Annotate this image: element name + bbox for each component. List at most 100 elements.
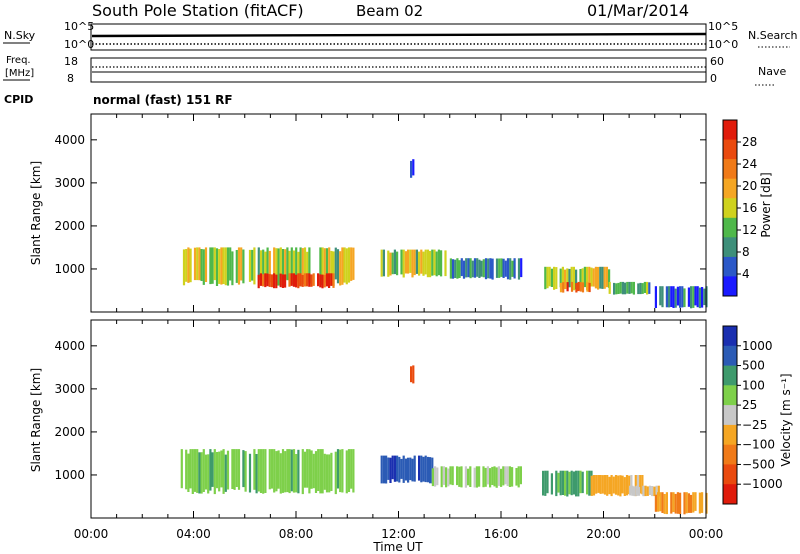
echo-cell xyxy=(270,274,273,288)
x-tick-label: 04:00 xyxy=(176,527,211,541)
echo-cell xyxy=(475,466,478,488)
echo-cell xyxy=(599,266,602,289)
echo-cell xyxy=(400,458,403,479)
echo-cell xyxy=(180,449,183,489)
echo-cell xyxy=(402,455,405,483)
echo-cell xyxy=(698,287,701,309)
echo-cell xyxy=(391,455,394,480)
echo-cell xyxy=(306,449,309,488)
echo-cell xyxy=(431,468,434,487)
echo-cell xyxy=(268,449,271,490)
echo-cell xyxy=(426,249,429,278)
colorbar-swatch xyxy=(723,217,737,238)
echo-cell xyxy=(409,457,412,481)
echo-cell xyxy=(599,475,602,494)
echo-cell xyxy=(213,449,216,495)
echo-cell xyxy=(480,260,483,277)
echo-cell xyxy=(659,492,662,512)
echo-cell xyxy=(273,449,276,493)
echo-cell xyxy=(471,260,474,278)
echo-cell xyxy=(628,475,631,495)
echo-cell xyxy=(579,470,582,494)
colorbar-swatch xyxy=(723,276,737,297)
echo-cell xyxy=(630,475,633,494)
echo-cell xyxy=(683,288,686,308)
echo-cell xyxy=(575,470,578,497)
echo-cell xyxy=(454,259,457,278)
echo-cell xyxy=(612,476,615,494)
echo-cell xyxy=(218,451,221,492)
echo-cell xyxy=(646,486,649,496)
echo-cell xyxy=(257,247,260,281)
echo-cell xyxy=(396,455,399,482)
echo-cell xyxy=(352,247,355,280)
echo-cell xyxy=(332,251,335,286)
echo-cell xyxy=(482,259,485,278)
echo-cell xyxy=(352,449,355,493)
echo-cell xyxy=(648,282,651,294)
echo-cell xyxy=(345,248,348,285)
echo-cell xyxy=(308,449,311,494)
echo-cell xyxy=(460,258,463,277)
echo-cell xyxy=(561,266,564,290)
echo-cell xyxy=(253,449,256,490)
echo-cell xyxy=(196,247,199,281)
echo-cell xyxy=(400,249,403,275)
echo-cell xyxy=(478,259,481,278)
echo-cell xyxy=(436,467,439,486)
echo-cell xyxy=(619,281,622,294)
echo-cell xyxy=(615,283,618,295)
echo-cell xyxy=(323,274,326,288)
echo-cell xyxy=(185,449,188,490)
echo-cell xyxy=(603,475,607,495)
echo-cell xyxy=(637,487,641,496)
echo-region xyxy=(431,466,522,488)
echo-cell xyxy=(211,452,214,487)
echo-cell xyxy=(633,486,636,497)
echo-cell xyxy=(557,472,560,493)
echo-cell xyxy=(420,455,423,483)
echo-cell xyxy=(185,249,188,282)
echo-cell xyxy=(635,485,638,496)
x-tick-label: 12:00 xyxy=(381,527,416,541)
x-tick-label: 00:00 xyxy=(74,527,109,541)
figure-title: South Pole Station (fitACF) xyxy=(92,1,304,20)
echo-cell xyxy=(341,247,344,285)
echo-cell xyxy=(262,274,265,287)
echo-cell xyxy=(290,247,293,285)
echo-cell xyxy=(229,247,232,281)
echo-region xyxy=(559,281,591,293)
velocity-echo-layer xyxy=(180,365,708,515)
echo-cell xyxy=(317,449,320,491)
echo-cell xyxy=(642,485,645,497)
echo-cell xyxy=(418,251,421,276)
echo-cell xyxy=(288,273,291,287)
echo-cell xyxy=(511,260,514,277)
echo-cell xyxy=(486,466,489,485)
echo-cell xyxy=(566,282,569,292)
echo-cell xyxy=(566,470,569,497)
echo-cell xyxy=(389,457,392,483)
echo-cell xyxy=(676,286,679,306)
power-colorbar: 4 8 12 16 20 24 28 xyxy=(722,119,757,297)
echo-cell xyxy=(544,470,547,496)
echo-cell xyxy=(413,249,416,276)
echo-cell xyxy=(506,466,509,486)
echo-cell xyxy=(511,467,514,487)
echo-cell xyxy=(284,249,287,280)
echo-cell xyxy=(328,247,331,285)
echo-cell xyxy=(292,449,296,493)
echo-cell xyxy=(592,475,596,496)
echo-cell xyxy=(590,267,593,287)
echo-cell xyxy=(207,454,210,494)
echo-cell xyxy=(303,273,306,287)
echo-cell xyxy=(226,247,230,286)
colorbar-tick-label: 500 xyxy=(742,359,765,373)
echo-cell xyxy=(460,466,463,488)
power-ylabel: Slant Range [km] xyxy=(29,161,43,265)
echo-cell xyxy=(266,247,269,284)
echo-cell xyxy=(431,249,434,276)
echo-cell xyxy=(513,258,516,279)
echo-cell xyxy=(257,274,260,289)
velocity-ylabel: Slant Range [km] xyxy=(29,368,43,472)
